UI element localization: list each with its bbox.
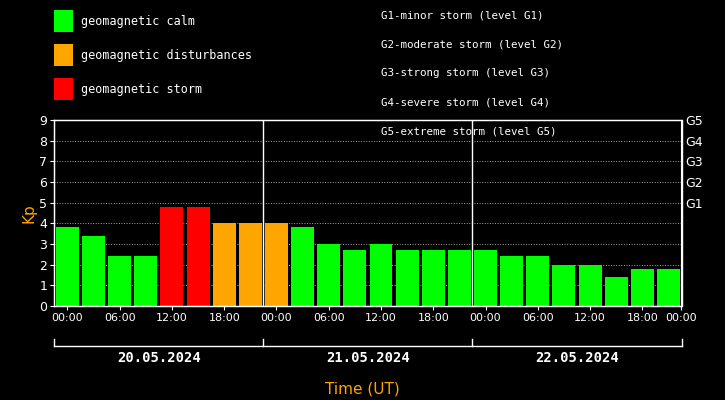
Bar (370, 244, 392, 306)
Text: 20.05.2024: 20.05.2024 (117, 351, 201, 365)
Bar (82, 236, 105, 306)
Bar (212, 223, 236, 306)
Bar (474, 250, 497, 306)
Text: G3-strong storm (level G3): G3-strong storm (level G3) (381, 68, 550, 78)
Text: G5-extreme storm (level G5): G5-extreme storm (level G5) (381, 127, 556, 137)
Bar (579, 265, 602, 306)
Bar (631, 269, 654, 306)
Bar (344, 250, 366, 306)
Bar (56, 228, 79, 306)
Bar (605, 277, 628, 306)
Bar (134, 256, 157, 306)
Bar (265, 223, 288, 306)
Text: geomagnetic disturbances: geomagnetic disturbances (81, 48, 252, 62)
Bar (239, 223, 262, 306)
Bar (500, 256, 523, 306)
Text: G2-moderate storm (level G2): G2-moderate storm (level G2) (381, 39, 563, 49)
Bar (657, 269, 680, 306)
Text: Time (UT): Time (UT) (325, 381, 400, 396)
Text: 21.05.2024: 21.05.2024 (326, 351, 410, 365)
Bar (422, 250, 444, 306)
Text: 22.05.2024: 22.05.2024 (535, 351, 619, 365)
Bar (108, 256, 131, 306)
Bar (318, 244, 340, 306)
Bar (186, 207, 210, 306)
Bar (396, 250, 418, 306)
Text: geomagnetic storm: geomagnetic storm (81, 82, 202, 96)
Text: G4-severe storm (level G4): G4-severe storm (level G4) (381, 98, 550, 108)
Y-axis label: Kp: Kp (22, 203, 37, 223)
Bar (552, 265, 576, 306)
Bar (160, 207, 183, 306)
Bar (448, 250, 471, 306)
Bar (526, 256, 550, 306)
Text: G1-minor storm (level G1): G1-minor storm (level G1) (381, 10, 543, 20)
Text: geomagnetic calm: geomagnetic calm (81, 14, 195, 28)
Bar (291, 228, 314, 306)
